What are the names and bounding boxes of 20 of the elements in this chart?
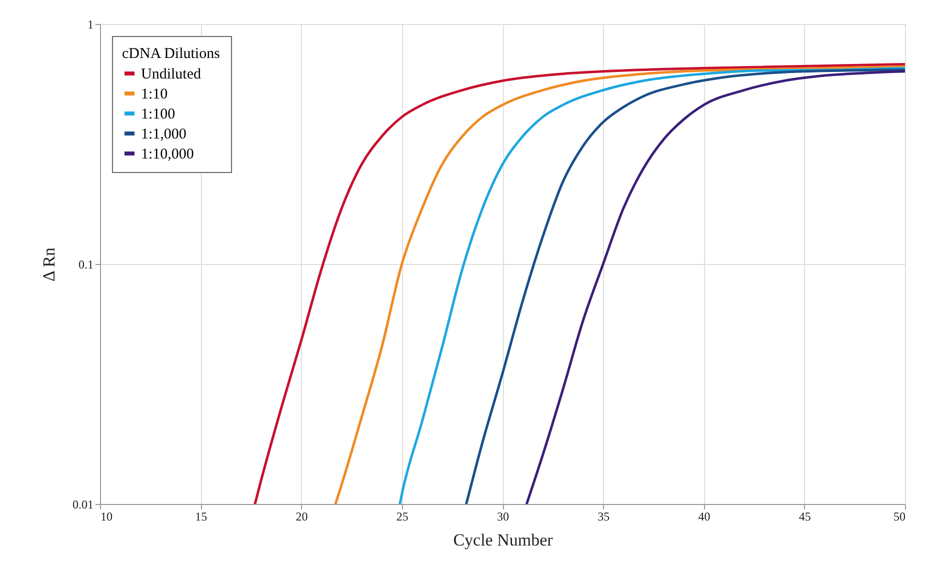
- x-tick-label: 35: [598, 510, 610, 524]
- legend-label: Undiluted: [141, 66, 202, 82]
- legend-label: 1:10,000: [141, 146, 194, 162]
- x-tick-label: 40: [698, 510, 710, 524]
- x-tick-label: 15: [195, 510, 208, 524]
- y-tick-label: 0.1: [78, 258, 94, 272]
- x-tick-label: 25: [396, 510, 408, 524]
- x-tick-label: 20: [296, 510, 308, 524]
- legend-label: 1:1,000: [141, 126, 186, 142]
- legend-title: cDNA Dilutions: [122, 46, 220, 62]
- y-axis-title: Δ Rn: [40, 246, 58, 282]
- y-tick-label: 0.01: [72, 498, 94, 512]
- x-tick-label: 10: [100, 510, 112, 524]
- legend-label: 1:10: [141, 86, 168, 102]
- x-axis-title: Cycle Number: [453, 530, 554, 550]
- x-tick-label: 30: [497, 510, 509, 524]
- y-tick-label: 1: [88, 18, 94, 32]
- legend-label: 1:100: [141, 106, 176, 122]
- x-tick-label: 45: [798, 510, 811, 524]
- x-tick-label: 50: [894, 510, 906, 524]
